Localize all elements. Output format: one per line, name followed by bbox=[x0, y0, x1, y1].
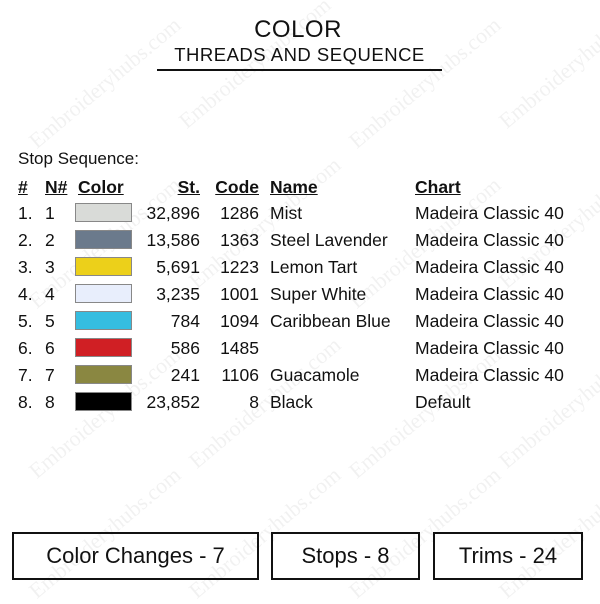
row-index: 6. bbox=[18, 338, 33, 358]
row-code: 1106 bbox=[221, 365, 259, 385]
row-name: Mist bbox=[270, 203, 303, 223]
table-row: 8. 8 23,852 8 Black Default bbox=[0, 389, 600, 416]
row-stitches: 241 bbox=[170, 365, 200, 385]
header-color: Color bbox=[78, 177, 124, 197]
row-stitches: 586 bbox=[170, 338, 200, 358]
row-stitches: 13,586 bbox=[146, 230, 200, 250]
row-needle: 8 bbox=[45, 392, 55, 412]
stop-sequence-label: Stop Sequence: bbox=[18, 149, 139, 168]
row-needle: 1 bbox=[45, 203, 55, 223]
row-needle: 5 bbox=[45, 311, 55, 331]
table-row: 4. 4 3,235 1001 Super White Madeira Classic 4… bbox=[0, 281, 600, 308]
header-name: Name bbox=[270, 177, 318, 197]
row-code: 1223 bbox=[220, 257, 259, 277]
row-chart: Madeira Classic 40 bbox=[415, 338, 564, 358]
row-needle: 6 bbox=[45, 338, 55, 358]
header-needle: N# bbox=[45, 177, 68, 197]
row-chart: Madeira Classic 40 bbox=[415, 365, 564, 385]
row-stitches: 32,896 bbox=[146, 203, 200, 223]
row-index: 4. bbox=[18, 284, 33, 304]
trims-box: Trims - 24 bbox=[433, 532, 583, 580]
color-swatch bbox=[75, 392, 132, 411]
table-row: 6. 6 586 1485 Madeira Classic 40 bbox=[0, 335, 600, 362]
row-chart: Madeira Classic 40 bbox=[415, 203, 564, 223]
table-row: 3. 3 5,691 1223 Lemon Tart Madeira Classic 40 bbox=[0, 254, 600, 281]
header-code: Code bbox=[215, 177, 259, 197]
row-code: 1485 bbox=[220, 338, 259, 358]
row-needle: 2 bbox=[45, 230, 55, 250]
page-subtitle: THREADS AND SEQUENCE bbox=[157, 44, 442, 71]
row-chart: Madeira Classic 40 bbox=[415, 284, 564, 304]
color-swatch bbox=[75, 284, 132, 303]
row-name: Black bbox=[270, 392, 313, 412]
row-stitches: 23,852 bbox=[146, 392, 200, 412]
row-needle: 7 bbox=[45, 365, 55, 385]
row-needle: 3 bbox=[45, 257, 55, 277]
row-chart: Madeira Classic 40 bbox=[415, 311, 564, 331]
header-index: # bbox=[18, 177, 28, 197]
color-changes-box: Color Changes - 7 bbox=[12, 532, 259, 580]
color-swatch bbox=[75, 365, 132, 384]
row-chart: Default bbox=[415, 392, 471, 412]
row-index: 1. bbox=[18, 203, 33, 223]
color-swatch bbox=[75, 230, 132, 249]
table-row: 7. 7 241 1106 Guacamole Madeira Classic 40 bbox=[0, 362, 600, 389]
row-name: Guacamole bbox=[270, 365, 360, 385]
row-code: 8 bbox=[249, 392, 259, 412]
table-row: 1. 1 32,896 1286 Mist Madeira Classic 40 bbox=[0, 200, 600, 227]
row-code: 1286 bbox=[220, 203, 259, 223]
header-chart: Chart bbox=[415, 177, 461, 197]
row-chart: Madeira Classic 40 bbox=[415, 257, 564, 277]
row-code: 1363 bbox=[220, 230, 259, 250]
row-index: 3. bbox=[18, 257, 33, 277]
page-title: COLOR bbox=[254, 16, 342, 43]
row-name: Steel Lavender bbox=[270, 230, 388, 250]
color-swatch bbox=[75, 338, 132, 357]
color-swatch bbox=[75, 257, 132, 276]
color-swatch bbox=[75, 311, 132, 330]
row-index: 7. bbox=[18, 365, 33, 385]
color-swatch bbox=[75, 203, 132, 222]
row-name: Lemon Tart bbox=[270, 257, 358, 277]
row-name: Super White bbox=[270, 284, 367, 304]
header-stitches: St. bbox=[177, 177, 200, 197]
table-row: 2. 2 13,586 1363 Steel Lavender Madeira Class… bbox=[0, 227, 600, 254]
row-code: 1094 bbox=[220, 311, 259, 331]
table-row: 5. 5 784 1094 Caribbean Blue Madeira Classic … bbox=[0, 308, 600, 335]
row-index: 5. bbox=[18, 311, 33, 331]
row-index: 8. bbox=[18, 392, 33, 412]
row-index: 2. bbox=[18, 230, 33, 250]
row-chart: Madeira Classic 40 bbox=[415, 230, 564, 250]
row-code: 1001 bbox=[220, 284, 259, 304]
row-needle: 4 bbox=[45, 284, 55, 304]
row-stitches: 3,235 bbox=[156, 284, 200, 304]
stops-box: Stops - 8 bbox=[271, 532, 420, 580]
row-name: Caribbean Blue bbox=[270, 311, 391, 331]
row-stitches: 784 bbox=[170, 311, 200, 331]
table-header: # N# Color St. Code Name Chart bbox=[0, 174, 600, 201]
row-stitches: 5,691 bbox=[156, 257, 200, 277]
